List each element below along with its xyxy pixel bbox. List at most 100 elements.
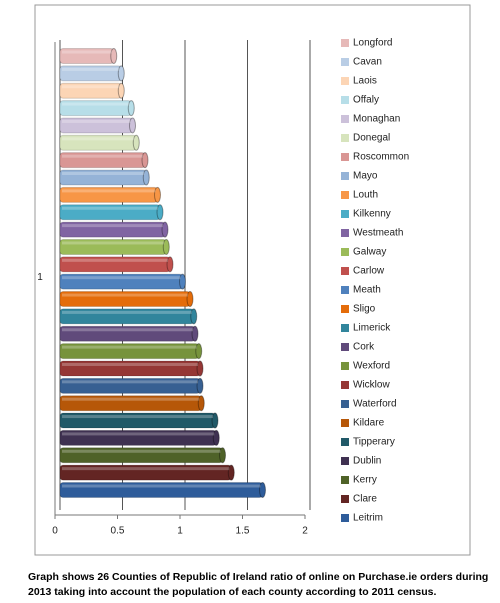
x-tick-label: 1 [177,526,183,537]
bar-cap [197,395,205,412]
legend-swatch [341,476,349,484]
legend-swatch [341,115,349,123]
legend-label: Offaly [353,95,379,106]
legend-swatch [341,248,349,256]
legend-label: Kerry [353,475,377,486]
bar-shine [62,467,230,471]
legend-swatch [341,419,349,427]
bar-shine [62,397,200,401]
legend-label: Roscommon [353,152,409,163]
bar-shine [62,432,215,436]
legend-swatch [341,39,349,47]
bar-shine [62,345,197,349]
caption: Graph shows 26 Counties of Republic of I… [28,571,489,598]
legend-swatch [341,400,349,408]
legend-label: Cork [353,342,375,353]
legend-label: Cavan [353,57,382,68]
bar-shine [62,328,193,332]
legend-label: Waterford [353,399,397,410]
legend-label: Sligo [353,304,376,315]
bar-cap [212,429,220,446]
x-tick-label: 1.5 [236,526,250,537]
y-tick-label: 1 [37,272,43,283]
bar-shine [62,449,221,453]
bar-shine [62,154,143,158]
legend-label: Kilkenny [353,209,391,220]
legend-label: Galway [353,247,386,258]
bar-shine [62,241,165,245]
bar-shine [62,484,261,488]
bar-shine [62,224,163,228]
bar-shine [62,119,131,123]
legend-swatch [341,96,349,104]
bar-cap [141,152,149,169]
legend-swatch [341,58,349,66]
bar-cap [154,186,161,203]
legend-swatch [341,305,349,313]
legend-label: Meath [353,285,381,296]
legend-swatch [341,229,349,237]
legend-label: Louth [353,190,378,201]
legend-swatch [341,172,349,180]
legend-swatch [341,134,349,142]
bar-shine [62,102,130,106]
bar-shine [62,206,158,210]
legend-swatch [341,495,349,503]
legend-label: Dublin [353,456,381,467]
legend-label: Limerick [353,323,391,334]
bar-cap [186,291,194,308]
bar-cap [259,482,266,498]
legend-label: Leitrim [353,513,383,524]
legend-swatch [341,286,349,294]
legend-label: Wicklow [353,380,390,391]
bar-shine [62,276,181,280]
bar-shine [62,380,198,384]
bar-cap [166,256,174,273]
chart: 0 0.5 1 1.5 2 1 Longford Cavan Laois Offaly Monagh… [34,4,471,556]
legend-label: Tipperary [353,437,395,448]
legend-label: Carlow [353,266,385,277]
legend-swatch [341,210,349,218]
bar-cap [196,360,204,377]
bar-cap [117,65,125,82]
bar-cap [132,134,140,151]
legend-swatch [341,191,349,199]
x-tick-label: 2 [302,526,308,537]
legend-label: Kildare [353,418,385,429]
bar-shine [62,189,156,193]
bar-cap [196,377,204,394]
bar-cap [219,447,226,464]
bar-shine [62,137,135,141]
bar-cap [195,343,203,360]
legend-swatch [341,381,349,389]
legend-swatch [341,457,349,465]
bar-cap [156,204,164,221]
bar-cap [127,100,135,117]
legend-label: Clare [353,494,377,505]
bar-cap [227,464,235,481]
bar-cap [110,48,118,64]
legend-swatch [341,343,349,351]
x-tick-label: 0 [52,526,58,537]
x-tick-label: 0.5 [111,526,125,537]
bar-cap [190,308,198,325]
bar-shine [62,293,188,297]
bar-cap [161,221,169,238]
legend-swatch [341,438,349,446]
legend-label: Westmeath [353,228,403,239]
bar-shine [62,172,145,176]
bar-shine [62,362,198,366]
bar-shine [62,415,213,419]
legend-swatch [341,514,349,522]
bar-cap [117,82,125,99]
legend-label: Wexford [353,361,390,372]
bar-shine [62,258,168,262]
legend-swatch [341,362,349,370]
bar-cap [191,325,199,342]
bar-cap [179,273,186,290]
bar-shine [62,67,120,71]
bar-cap [129,117,136,134]
legend-label: Mayo [353,171,378,182]
bar-cap [162,238,170,255]
